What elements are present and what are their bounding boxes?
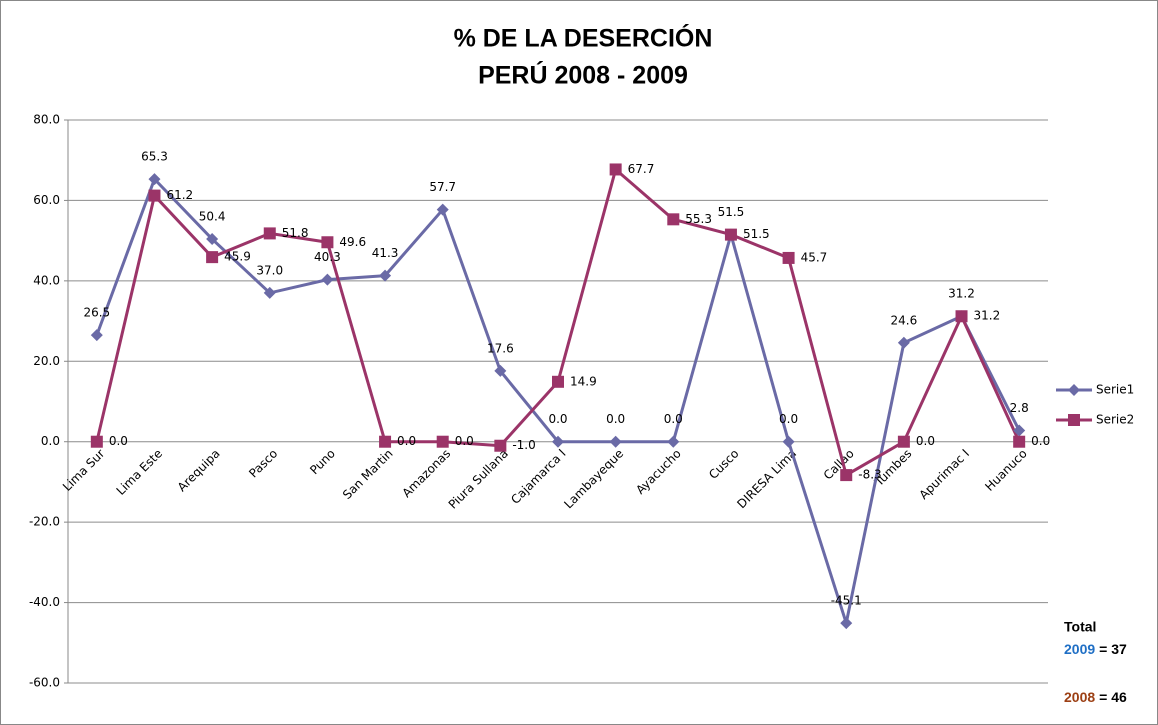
data-point bbox=[609, 163, 622, 176]
data-label: 45.9 bbox=[224, 250, 251, 264]
data-point bbox=[552, 435, 564, 448]
legend-label: Serie1 bbox=[1096, 383, 1134, 397]
data-point bbox=[321, 273, 334, 286]
data-label: 26.5 bbox=[83, 306, 110, 320]
data-point bbox=[90, 329, 103, 342]
data-label: 51.5 bbox=[743, 227, 770, 241]
data-point bbox=[724, 228, 737, 241]
data-label: 17.6 bbox=[487, 341, 514, 355]
data-point bbox=[379, 269, 392, 282]
legend-marker bbox=[1068, 384, 1080, 396]
data-point bbox=[90, 435, 103, 448]
legend-label: Serie2 bbox=[1096, 413, 1134, 427]
data-point bbox=[436, 203, 449, 216]
data-label: 37.0 bbox=[256, 263, 283, 277]
y-tick-label: 0.0 bbox=[41, 434, 60, 448]
annotation-heading: Total bbox=[1064, 619, 1096, 635]
data-label: 31.2 bbox=[948, 287, 975, 301]
data-label: 0.0 bbox=[397, 434, 416, 448]
data-label: 0.0 bbox=[916, 434, 935, 448]
data-label: 0.0 bbox=[548, 412, 567, 426]
data-point bbox=[436, 435, 449, 448]
data-label: 57.7 bbox=[429, 180, 456, 194]
annotation-year: 2009 bbox=[1064, 641, 1095, 657]
data-label: 14.9 bbox=[570, 374, 597, 388]
data-point bbox=[897, 336, 910, 349]
data-point bbox=[379, 435, 392, 448]
data-point bbox=[148, 189, 161, 202]
data-point bbox=[494, 439, 507, 452]
chart-title: % DE LA DESERCIÓN bbox=[454, 23, 713, 53]
data-point bbox=[1013, 424, 1026, 437]
data-point bbox=[263, 227, 276, 240]
data-point bbox=[263, 286, 276, 299]
y-tick-label: 40.0 bbox=[33, 273, 60, 287]
data-point bbox=[552, 375, 564, 388]
data-label: 67.7 bbox=[628, 162, 655, 176]
legend-marker bbox=[1068, 414, 1080, 426]
data-label: 2.8 bbox=[1010, 401, 1029, 415]
data-point bbox=[897, 435, 910, 448]
data-point bbox=[667, 435, 680, 448]
data-point bbox=[148, 173, 161, 186]
data-label: 65.3 bbox=[141, 150, 168, 164]
data-label: 0.0 bbox=[664, 412, 683, 426]
data-label: -45.1 bbox=[831, 594, 862, 608]
y-tick-label: -60.0 bbox=[29, 676, 60, 690]
data-label: 0.0 bbox=[1031, 434, 1050, 448]
data-point bbox=[321, 236, 334, 249]
data-label: 49.6 bbox=[339, 235, 366, 249]
data-point bbox=[1013, 435, 1026, 448]
data-point bbox=[667, 213, 680, 226]
annotation-row: 2008 = 46 bbox=[1064, 689, 1127, 705]
chart-subtitle: PERÚ 2008 - 2009 bbox=[478, 60, 688, 90]
annotation-value: = 37 bbox=[1099, 641, 1127, 657]
y-tick-label: -40.0 bbox=[29, 595, 60, 609]
data-label: 0.0 bbox=[455, 434, 474, 448]
data-point bbox=[840, 469, 853, 482]
y-tick-label: 60.0 bbox=[33, 193, 60, 207]
data-label: 24.6 bbox=[891, 313, 918, 327]
data-label: -1.0 bbox=[512, 438, 535, 452]
data-point bbox=[782, 435, 795, 448]
annotation-year: 2008 bbox=[1064, 689, 1095, 705]
data-point bbox=[206, 251, 219, 264]
data-point bbox=[609, 435, 622, 448]
data-label: 51.8 bbox=[282, 226, 309, 240]
data-label: 55.3 bbox=[685, 212, 712, 226]
data-point bbox=[782, 251, 795, 264]
y-tick-label: 80.0 bbox=[33, 113, 60, 127]
data-label: 0.0 bbox=[779, 412, 798, 426]
data-label: 0.0 bbox=[109, 434, 128, 448]
data-point bbox=[206, 233, 219, 246]
data-point bbox=[955, 310, 968, 323]
data-label: 41.3 bbox=[372, 246, 399, 260]
data-label: 40.3 bbox=[314, 250, 341, 264]
data-label: -8.3 bbox=[858, 468, 881, 482]
y-tick-label: -20.0 bbox=[29, 515, 60, 529]
data-label: 51.5 bbox=[718, 205, 745, 219]
data-label: 31.2 bbox=[974, 309, 1001, 323]
data-label: 61.2 bbox=[166, 188, 193, 202]
annotation-value: = 46 bbox=[1099, 689, 1127, 705]
annotation-row: 2009 = 37 bbox=[1064, 641, 1127, 657]
data-point bbox=[494, 364, 507, 377]
data-point bbox=[840, 617, 853, 630]
data-label: 50.4 bbox=[199, 210, 226, 224]
data-label: 45.7 bbox=[801, 250, 828, 264]
y-tick-label: 20.0 bbox=[33, 354, 60, 368]
data-label: 0.0 bbox=[606, 412, 625, 426]
